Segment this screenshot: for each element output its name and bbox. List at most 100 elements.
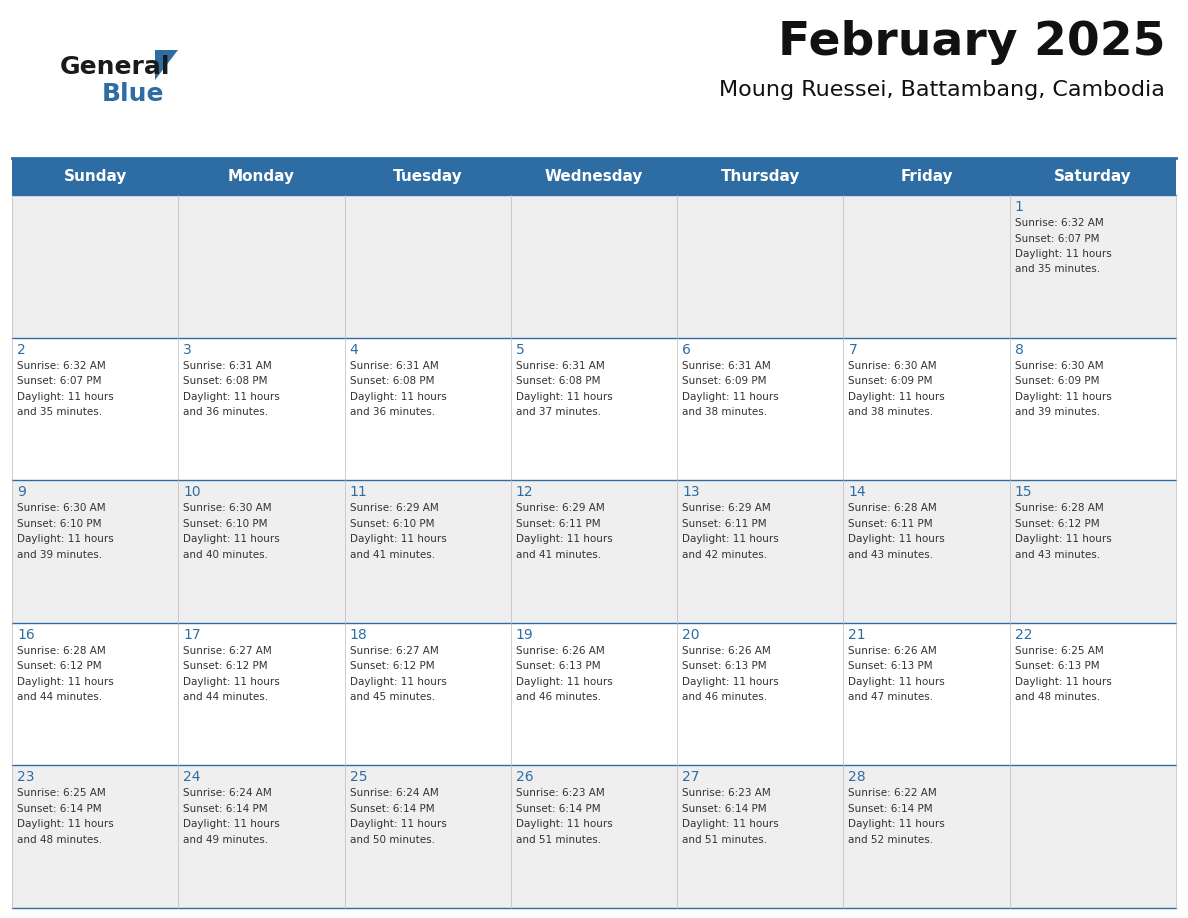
Text: Moung Ruessei, Battambang, Cambodia: Moung Ruessei, Battambang, Cambodia bbox=[719, 80, 1165, 100]
Text: 23: 23 bbox=[17, 770, 34, 784]
Text: Sunset: 6:12 PM: Sunset: 6:12 PM bbox=[1015, 519, 1099, 529]
Text: Sunset: 6:09 PM: Sunset: 6:09 PM bbox=[848, 376, 933, 386]
Text: Sunset: 6:11 PM: Sunset: 6:11 PM bbox=[848, 519, 933, 529]
Text: and 41 minutes.: and 41 minutes. bbox=[349, 550, 435, 560]
Text: Daylight: 11 hours: Daylight: 11 hours bbox=[183, 534, 280, 544]
Text: Sunset: 6:13 PM: Sunset: 6:13 PM bbox=[516, 661, 600, 671]
Text: Daylight: 11 hours: Daylight: 11 hours bbox=[1015, 249, 1112, 259]
Text: General: General bbox=[61, 55, 171, 79]
Text: Daylight: 11 hours: Daylight: 11 hours bbox=[682, 677, 779, 687]
Text: Daylight: 11 hours: Daylight: 11 hours bbox=[682, 534, 779, 544]
Text: and 51 minutes.: and 51 minutes. bbox=[682, 834, 767, 845]
Text: Sunset: 6:14 PM: Sunset: 6:14 PM bbox=[682, 804, 766, 814]
Text: Sunset: 6:07 PM: Sunset: 6:07 PM bbox=[1015, 233, 1099, 243]
Text: Sunrise: 6:27 AM: Sunrise: 6:27 AM bbox=[183, 645, 272, 655]
Text: 16: 16 bbox=[17, 628, 34, 642]
Text: Sunrise: 6:29 AM: Sunrise: 6:29 AM bbox=[349, 503, 438, 513]
Text: Daylight: 11 hours: Daylight: 11 hours bbox=[17, 677, 114, 687]
Text: and 42 minutes.: and 42 minutes. bbox=[682, 550, 767, 560]
Text: Sunrise: 6:26 AM: Sunrise: 6:26 AM bbox=[516, 645, 605, 655]
Text: Daylight: 11 hours: Daylight: 11 hours bbox=[17, 534, 114, 544]
Text: Daylight: 11 hours: Daylight: 11 hours bbox=[516, 392, 613, 401]
Text: Sunrise: 6:27 AM: Sunrise: 6:27 AM bbox=[349, 645, 438, 655]
Bar bbox=[12, 480, 1176, 622]
Text: Sunrise: 6:32 AM: Sunrise: 6:32 AM bbox=[1015, 218, 1104, 228]
Text: and 38 minutes.: and 38 minutes. bbox=[682, 407, 767, 417]
Text: and 41 minutes.: and 41 minutes. bbox=[516, 550, 601, 560]
Text: Daylight: 11 hours: Daylight: 11 hours bbox=[516, 677, 613, 687]
Text: Wednesday: Wednesday bbox=[545, 169, 643, 184]
Text: 22: 22 bbox=[1015, 628, 1032, 642]
Text: Sunrise: 6:29 AM: Sunrise: 6:29 AM bbox=[516, 503, 605, 513]
Text: and 35 minutes.: and 35 minutes. bbox=[1015, 264, 1100, 274]
Text: Daylight: 11 hours: Daylight: 11 hours bbox=[17, 820, 114, 829]
Text: and 49 minutes.: and 49 minutes. bbox=[183, 834, 268, 845]
Text: and 45 minutes.: and 45 minutes. bbox=[349, 692, 435, 702]
Text: Daylight: 11 hours: Daylight: 11 hours bbox=[682, 820, 779, 829]
Text: 17: 17 bbox=[183, 628, 201, 642]
Text: Sunset: 6:11 PM: Sunset: 6:11 PM bbox=[682, 519, 766, 529]
Text: 9: 9 bbox=[17, 486, 26, 499]
Text: and 48 minutes.: and 48 minutes. bbox=[1015, 692, 1100, 702]
Text: and 43 minutes.: and 43 minutes. bbox=[848, 550, 934, 560]
Bar bbox=[12, 766, 1176, 908]
Text: 2: 2 bbox=[17, 342, 26, 356]
Text: 15: 15 bbox=[1015, 486, 1032, 499]
Text: Sunrise: 6:30 AM: Sunrise: 6:30 AM bbox=[848, 361, 937, 371]
Text: and 44 minutes.: and 44 minutes. bbox=[17, 692, 102, 702]
Text: Daylight: 11 hours: Daylight: 11 hours bbox=[183, 392, 280, 401]
Text: Daylight: 11 hours: Daylight: 11 hours bbox=[682, 392, 779, 401]
Text: and 48 minutes.: and 48 minutes. bbox=[17, 834, 102, 845]
Text: Sunrise: 6:23 AM: Sunrise: 6:23 AM bbox=[516, 789, 605, 799]
Text: 28: 28 bbox=[848, 770, 866, 784]
Text: and 44 minutes.: and 44 minutes. bbox=[183, 692, 268, 702]
Text: and 36 minutes.: and 36 minutes. bbox=[349, 407, 435, 417]
Text: 19: 19 bbox=[516, 628, 533, 642]
Text: Sunset: 6:14 PM: Sunset: 6:14 PM bbox=[349, 804, 434, 814]
Text: Daylight: 11 hours: Daylight: 11 hours bbox=[349, 677, 447, 687]
Text: 26: 26 bbox=[516, 770, 533, 784]
Text: Saturday: Saturday bbox=[1054, 169, 1132, 184]
Text: Sunset: 6:10 PM: Sunset: 6:10 PM bbox=[183, 519, 267, 529]
Text: Sunset: 6:07 PM: Sunset: 6:07 PM bbox=[17, 376, 101, 386]
Text: Sunrise: 6:25 AM: Sunrise: 6:25 AM bbox=[1015, 645, 1104, 655]
Text: Daylight: 11 hours: Daylight: 11 hours bbox=[17, 392, 114, 401]
Text: Sunset: 6:13 PM: Sunset: 6:13 PM bbox=[848, 661, 933, 671]
Text: Sunrise: 6:30 AM: Sunrise: 6:30 AM bbox=[1015, 361, 1104, 371]
Text: Sunrise: 6:31 AM: Sunrise: 6:31 AM bbox=[349, 361, 438, 371]
Text: Daylight: 11 hours: Daylight: 11 hours bbox=[1015, 534, 1112, 544]
Text: Sunrise: 6:29 AM: Sunrise: 6:29 AM bbox=[682, 503, 771, 513]
Text: 7: 7 bbox=[848, 342, 858, 356]
Text: 13: 13 bbox=[682, 486, 700, 499]
Text: Daylight: 11 hours: Daylight: 11 hours bbox=[1015, 677, 1112, 687]
Text: Daylight: 11 hours: Daylight: 11 hours bbox=[848, 677, 946, 687]
Text: 11: 11 bbox=[349, 486, 367, 499]
Text: 10: 10 bbox=[183, 486, 201, 499]
Text: and 43 minutes.: and 43 minutes. bbox=[1015, 550, 1100, 560]
Text: Daylight: 11 hours: Daylight: 11 hours bbox=[848, 392, 946, 401]
Text: and 40 minutes.: and 40 minutes. bbox=[183, 550, 268, 560]
Text: Blue: Blue bbox=[102, 82, 164, 106]
Text: Sunrise: 6:28 AM: Sunrise: 6:28 AM bbox=[1015, 503, 1104, 513]
Text: and 39 minutes.: and 39 minutes. bbox=[1015, 407, 1100, 417]
Text: and 38 minutes.: and 38 minutes. bbox=[848, 407, 934, 417]
Text: and 37 minutes.: and 37 minutes. bbox=[516, 407, 601, 417]
Text: Sunrise: 6:31 AM: Sunrise: 6:31 AM bbox=[516, 361, 605, 371]
Bar bbox=[12, 158, 1176, 195]
Text: Sunset: 6:13 PM: Sunset: 6:13 PM bbox=[1015, 661, 1099, 671]
Text: Sunrise: 6:26 AM: Sunrise: 6:26 AM bbox=[682, 645, 771, 655]
Text: Daylight: 11 hours: Daylight: 11 hours bbox=[183, 820, 280, 829]
Text: 6: 6 bbox=[682, 342, 691, 356]
Text: Sunrise: 6:30 AM: Sunrise: 6:30 AM bbox=[183, 503, 272, 513]
Text: 12: 12 bbox=[516, 486, 533, 499]
Text: 14: 14 bbox=[848, 486, 866, 499]
Text: Sunset: 6:12 PM: Sunset: 6:12 PM bbox=[349, 661, 434, 671]
Text: and 36 minutes.: and 36 minutes. bbox=[183, 407, 268, 417]
Text: 20: 20 bbox=[682, 628, 700, 642]
Text: Sunrise: 6:28 AM: Sunrise: 6:28 AM bbox=[17, 645, 106, 655]
Text: 27: 27 bbox=[682, 770, 700, 784]
Text: Sunset: 6:14 PM: Sunset: 6:14 PM bbox=[183, 804, 268, 814]
Text: and 50 minutes.: and 50 minutes. bbox=[349, 834, 435, 845]
Text: Tuesday: Tuesday bbox=[393, 169, 462, 184]
Text: Daylight: 11 hours: Daylight: 11 hours bbox=[349, 820, 447, 829]
